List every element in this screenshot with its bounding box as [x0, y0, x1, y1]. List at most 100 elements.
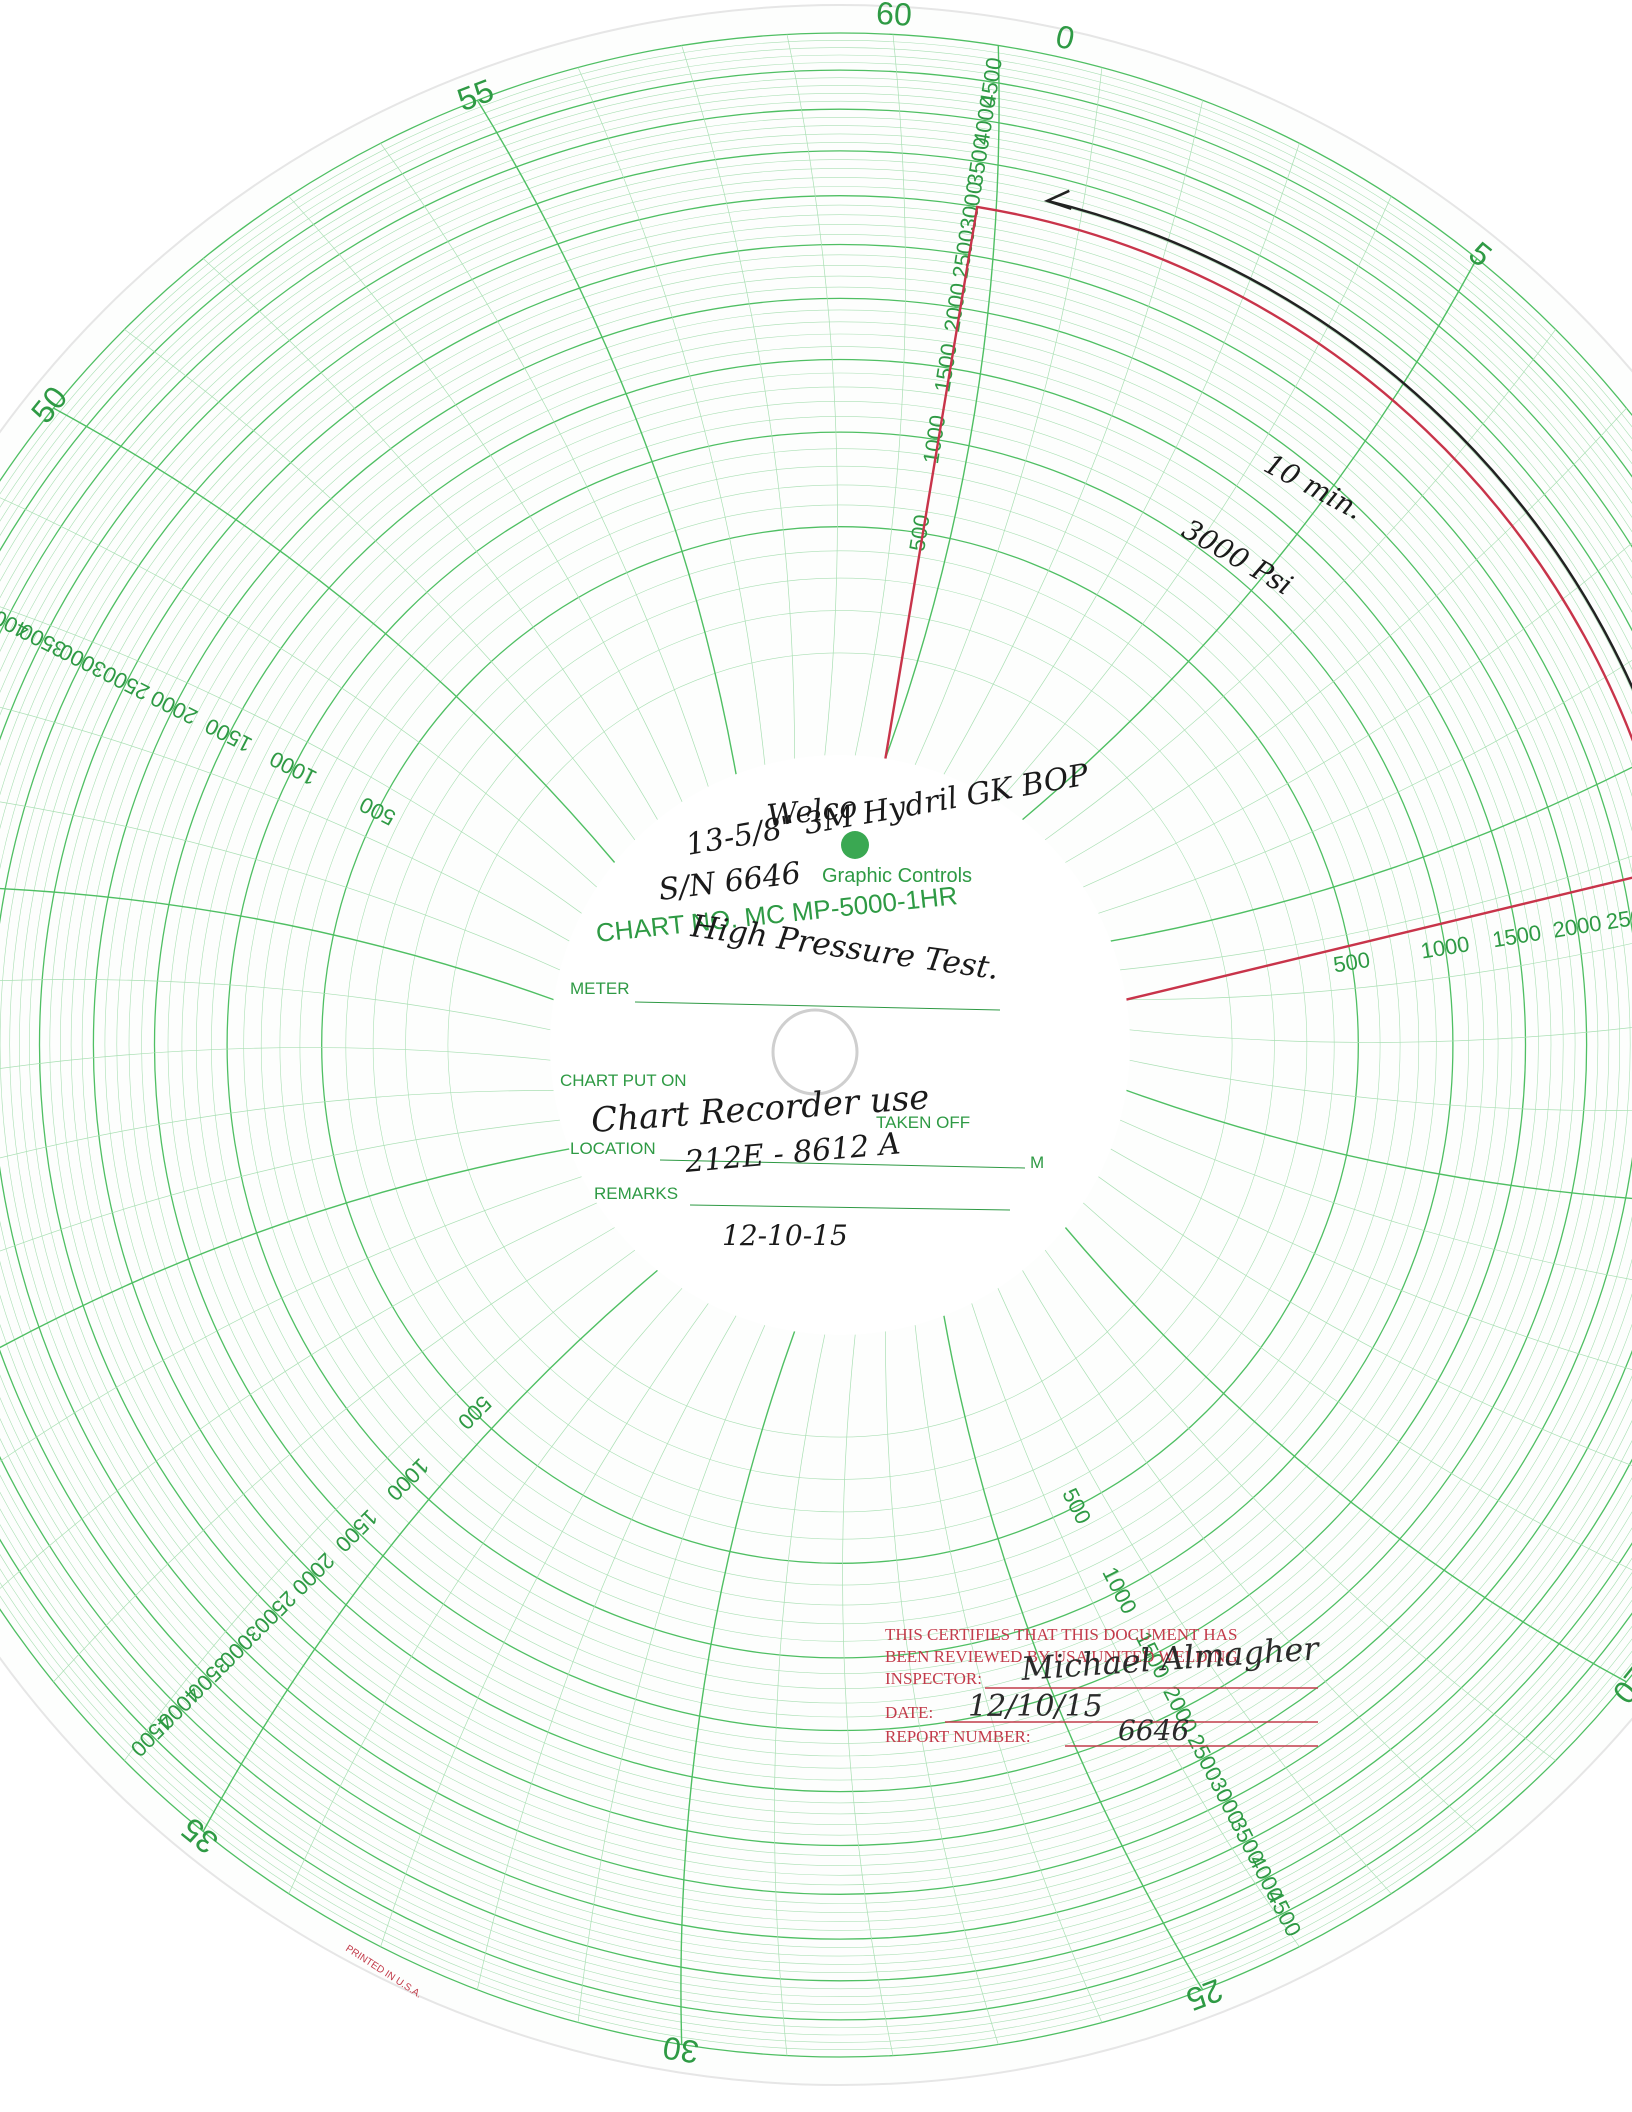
- time-line: [885, 1331, 999, 2045]
- pressure-ring: [0, 62, 1632, 2028]
- report-number-value: 6646: [1118, 1714, 1189, 1747]
- pressure-ring: [0, 77, 1632, 2013]
- pressure-ring-major: [0, 150, 1632, 1940]
- time-line: [1120, 855, 1632, 971]
- date-label: DATE:: [885, 1703, 933, 1722]
- pressure-ring: [141, 346, 1539, 1744]
- time-line: [914, 67, 1103, 766]
- pressure-ring: [0, 205, 1632, 1885]
- time-line: [1126, 943, 1632, 1000]
- m-label: M: [1030, 1153, 1044, 1172]
- pressure-ring: [19, 224, 1632, 1866]
- pressure-ring: [0, 177, 1632, 1913]
- pressure-ring: [405, 610, 1275, 1480]
- time-line: [1044, 329, 1556, 841]
- pressure-trace-line: [884, 205, 1632, 1001]
- inspector-label: INSPECTOR:: [885, 1669, 982, 1688]
- pressure-ring: [0, 101, 1632, 1989]
- time-line: [476, 1315, 737, 1990]
- time-line: [577, 1324, 766, 2023]
- time-line: [0, 1047, 551, 1069]
- pressure-tick-label: 500: [904, 513, 934, 553]
- time-line: [997, 1288, 1392, 1894]
- pressure-ring: [116, 321, 1564, 1769]
- cert-line-2: BEEN REVIEWED BY USA UNITED WELDING: [885, 1647, 1238, 1666]
- time-line: [1119, 1119, 1632, 1280]
- time-line-major: [1022, 258, 1478, 821]
- pressure-ring: [167, 372, 1513, 1718]
- time-line: [1129, 1059, 1632, 1111]
- time-line: [943, 100, 1204, 775]
- pressure-ring-major: [0, 32, 1632, 2058]
- pressure-ring: [0, 186, 1632, 1904]
- pressure-ring: [0, 85, 1632, 2005]
- pressure-ring: [243, 448, 1437, 1642]
- pressure-ring: [372, 577, 1308, 1513]
- center-hole: [771, 1008, 859, 1096]
- pressure-ring-major: [321, 526, 1359, 1564]
- time-line: [0, 979, 551, 1031]
- time-line: [288, 196, 683, 802]
- time-line: [0, 1176, 582, 1462]
- time-line: [124, 329, 636, 841]
- time-line: [1098, 659, 1632, 914]
- cert-line-1: THIS CERTIFIES THAT THIS DOCUMENT HAS: [885, 1625, 1237, 1644]
- time-line-major: [0, 1148, 570, 1349]
- date-value: 12/10/15: [968, 1689, 1103, 1724]
- pressure-ring: [49, 254, 1631, 1836]
- pressure-ring: [0, 159, 1632, 1931]
- pressure-ring: [0, 117, 1632, 1973]
- remarks-label: REMARKS: [594, 1184, 678, 1203]
- pressure-trace: [884, 205, 1632, 1001]
- time-line: [0, 706, 570, 942]
- pressure-ring: [0, 133, 1632, 1957]
- pressure-ring: [447, 652, 1233, 1438]
- time-line: [577, 67, 766, 765]
- time-line: [997, 196, 1392, 803]
- pressure-ring: [81, 286, 1599, 1804]
- time-line: [1083, 542, 1632, 888]
- pressure-ring-major: [0, 195, 1632, 1895]
- graphic-controls-logo: [841, 831, 869, 859]
- time-line: [124, 1249, 636, 1761]
- time-line-major: [943, 1315, 1204, 1991]
- pressure-ring: [0, 54, 1632, 2036]
- pressure-ring: [0, 168, 1632, 1922]
- time-line: [971, 1303, 1300, 1947]
- report-number-label: REPORT NUMBER:: [885, 1727, 1031, 1746]
- pressure-ring: [0, 142, 1632, 1948]
- pressure-ring: [260, 465, 1420, 1625]
- location-label: LOCATION: [570, 1139, 656, 1158]
- pressure-ring-major: [0, 69, 1632, 2021]
- time-line: [53, 1227, 615, 1683]
- time-line-major: [476, 99, 737, 775]
- time-line: [0, 1202, 597, 1589]
- time-line-major: [1126, 1089, 1632, 1200]
- time-line-major: [53, 407, 616, 863]
- time-line-major: [680, 1331, 796, 2045]
- time-line: [1065, 407, 1627, 863]
- remarks-line: [689, 1204, 1011, 1211]
- chart-put-on-label: CHART PUT ON: [560, 1071, 687, 1090]
- time-line: [1044, 1249, 1556, 1761]
- time-line-major: [1064, 1227, 1627, 1683]
- pressure-ring-major: [92, 297, 1588, 1793]
- time-line-major: [1110, 766, 1632, 942]
- meter-line: [634, 1001, 1001, 1011]
- pressure-ring-major: [0, 108, 1632, 1982]
- pressure-ring-major: [39, 244, 1632, 1846]
- time-line: [0, 1119, 560, 1252]
- time-line: [0, 497, 598, 888]
- time-line: [1110, 1148, 1632, 1370]
- pressure-ring: [59, 264, 1621, 1826]
- pressure-ring: [345, 550, 1335, 1540]
- time-line: [380, 143, 709, 787]
- pressure-ring: [195, 400, 1485, 1690]
- hand-date: 12-10-15: [722, 1219, 848, 1252]
- time-line: [914, 1325, 1103, 2023]
- grid: [0, 32, 1632, 2058]
- time-line-major: [0, 887, 554, 1001]
- location-line: [659, 1159, 1026, 1169]
